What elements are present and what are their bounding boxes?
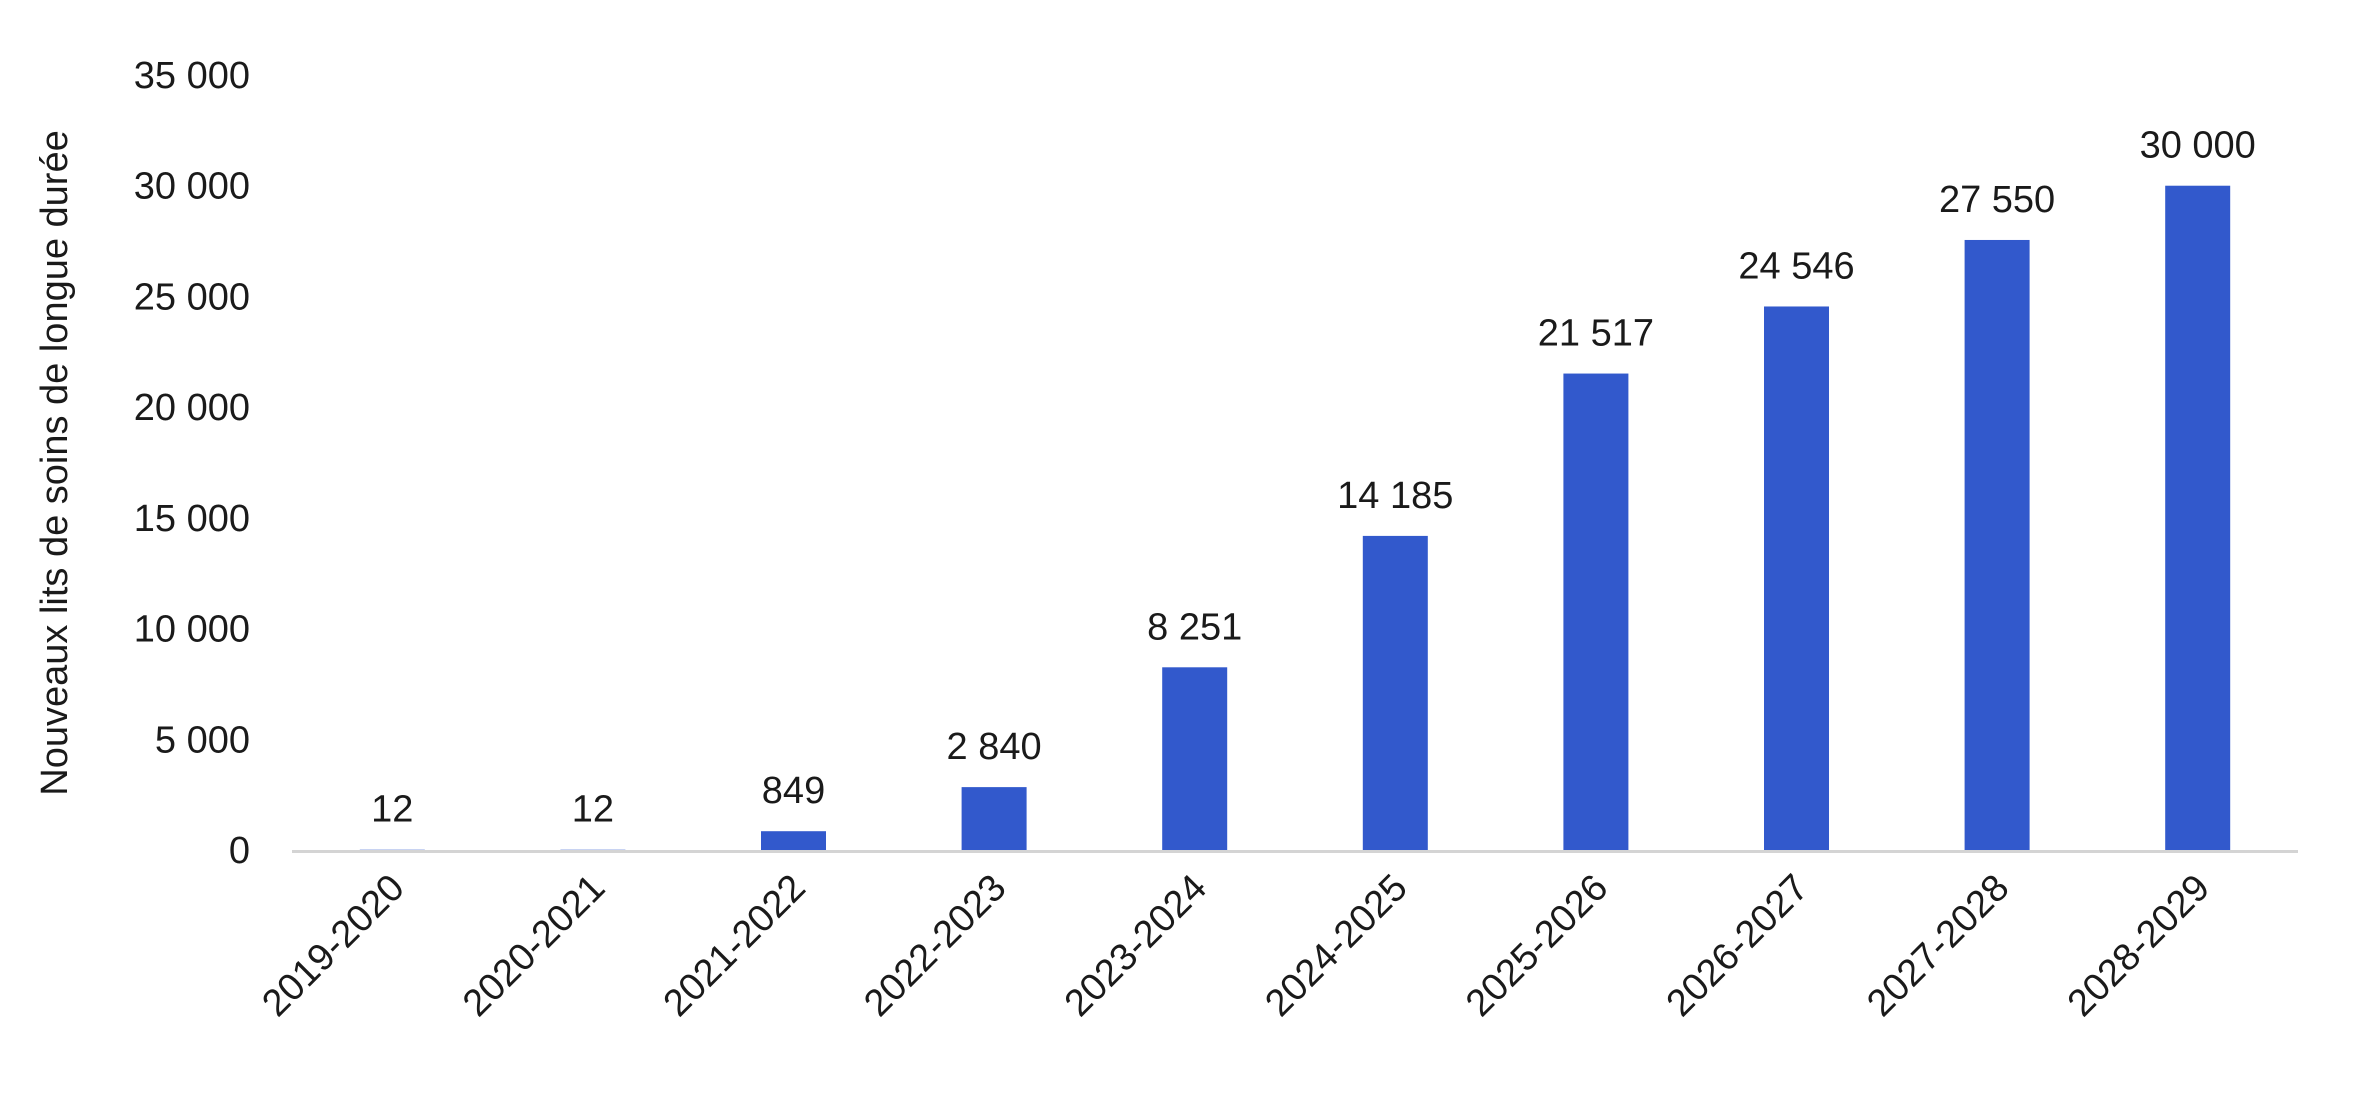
y-axis-title: Nouveaux lits de soins de longue durée [34,130,76,795]
category-label: 2023-2024 [1057,867,1215,1025]
category-label: 2021-2022 [656,867,814,1025]
bar [2165,185,2231,850]
data-label: 8 251 [1147,606,1242,648]
category-label: 2025-2026 [1458,867,1616,1025]
category-label: 2020-2021 [455,867,613,1025]
data-label: 2 840 [947,726,1042,768]
y-tick-label: 0 [229,830,250,872]
category-label: 2019-2020 [254,867,412,1025]
data-label: 849 [762,770,825,812]
y-tick-label: 30 000 [134,166,250,208]
bar [1764,306,1829,850]
data-label: 21 517 [1538,313,1654,355]
data-label: 24 546 [1738,245,1854,287]
data-label: 30 000 [2140,125,2256,167]
bar [1964,239,2030,850]
bars [359,185,2231,850]
y-tick-label: 20 000 [134,387,250,429]
data-label: 12 [371,789,413,831]
data-label: 14 185 [1337,475,1453,517]
bar [761,831,826,850]
y-tick-labels: 0 5 000 10 000 15 000 20 000 25 000 30 000 35 0… [134,55,250,872]
y-tick-label: 35 000 [134,55,250,97]
bar [1362,535,1428,850]
y-tick-label: 25 000 [134,276,250,318]
bar [1162,667,1228,850]
bar [1563,373,1629,850]
category-labels: 2019-2020 2020-2021 2021-2022 2022-2023 2023… [254,867,2218,1025]
y-tick-label: 10 000 [134,609,250,651]
data-label: 12 [572,789,614,831]
category-label: 2027-2028 [1859,867,2017,1025]
bar [961,787,1027,850]
y-tick-label: 15 000 [134,498,250,540]
category-label: 2026-2027 [1659,867,1817,1025]
category-label: 2024-2025 [1257,867,1415,1025]
category-label: 2028-2029 [2060,867,2218,1025]
category-label: 2022-2023 [856,867,1014,1025]
y-tick-label: 5 000 [155,719,250,761]
data-labels: 12 12 849 2 840 8 251 14 185 21 517 24 546 27 55… [371,125,2256,831]
data-label: 27 550 [1939,179,2055,221]
